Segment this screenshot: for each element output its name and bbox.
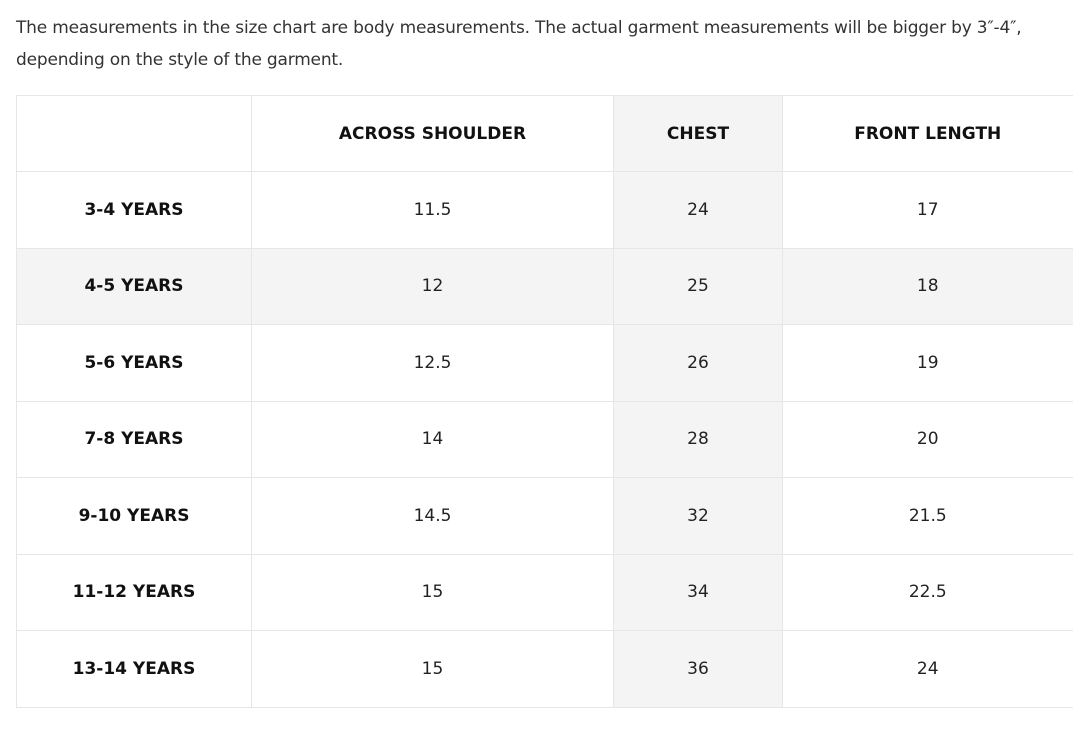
table-row: 7-8 YEARS 14 28 20 [16,400,1073,478]
header-cell: FRONT LENGTH [782,95,1073,172]
row-label: 13-14 YEARS [16,630,252,708]
table-cell: 26 [613,324,783,402]
header-row: ACROSS SHOULDER CHEST FRONT LENGTH [16,95,1073,172]
row-label: 7-8 YEARS [16,400,252,478]
header-cell: CHEST [613,95,783,172]
table-row: 9-10 YEARS 14.5 32 21.5 [16,477,1073,555]
table-cell: 18 [782,247,1073,325]
table-cell: 24 [613,171,783,249]
row-label: 11-12 YEARS [16,553,252,631]
table-row: 4-5 YEARS 12 25 18 [16,247,1073,325]
table-cell: 34 [613,553,783,631]
table-cell: 12 [251,247,614,325]
table-cell: 32 [613,477,783,555]
table-cell: 36 [613,630,783,708]
table-cell: 25 [613,247,783,325]
table-row: 5-6 YEARS 12.5 26 19 [16,324,1073,402]
table-cell: 11.5 [251,171,614,249]
table-cell: 21.5 [782,477,1073,555]
table-cell: 17 [782,171,1073,249]
table-cell: 20 [782,400,1073,478]
table-cell: 24 [782,630,1073,708]
table-row: 13-14 YEARS 15 36 24 [16,630,1073,708]
table-cell: 14 [251,400,614,478]
table-cell: 12.5 [251,324,614,402]
row-label: 9-10 YEARS [16,477,252,555]
size-chart: ACROSS SHOULDER CHEST FRONT LENGTH 3-4 YEA… [16,95,1073,708]
table-cell: 22.5 [782,553,1073,631]
table-cell: 28 [613,400,783,478]
table-cell: 14.5 [251,477,614,555]
row-label: 3-4 YEARS [16,171,252,249]
row-label: 5-6 YEARS [16,324,252,402]
table-cell: 15 [251,553,614,631]
intro-text: The measurements in the size chart are b… [16,18,1022,70]
row-label: 4-5 YEARS [16,247,252,325]
table-cell: 19 [782,324,1073,402]
header-cell: ACROSS SHOULDER [251,95,614,172]
table-row: 3-4 YEARS 11.5 24 17 [16,171,1073,249]
header-cell [16,95,252,172]
table-cell: 15 [251,630,614,708]
table-row: 11-12 YEARS 15 34 22.5 [16,553,1073,631]
